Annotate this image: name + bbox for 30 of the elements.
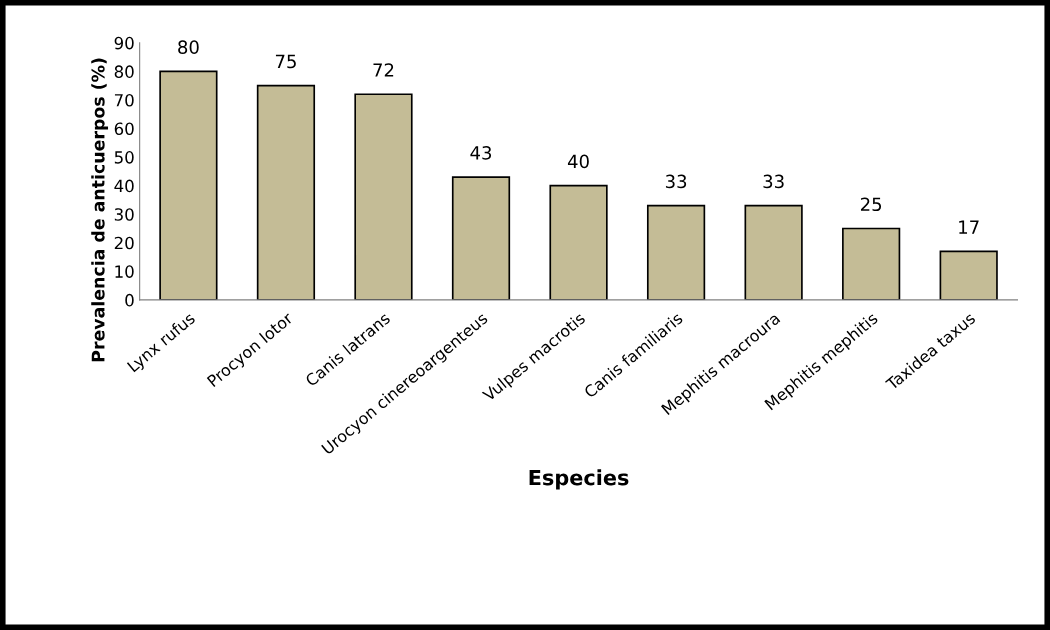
data-label: 33 bbox=[665, 174, 687, 189]
bar bbox=[451, 176, 511, 300]
y-tick-label: 50 bbox=[114, 151, 134, 164]
bar bbox=[744, 204, 803, 300]
data-label: 17 bbox=[959, 220, 979, 234]
data-label: 40 bbox=[567, 154, 589, 169]
data-label: 72 bbox=[373, 63, 394, 77]
y-tick-label: 60 bbox=[114, 122, 134, 136]
y-tick-label: 20 bbox=[114, 236, 134, 250]
y-tick-label: 90 bbox=[114, 36, 134, 50]
bar bbox=[159, 70, 218, 300]
x-axis-title: Especies bbox=[529, 469, 629, 490]
bar bbox=[646, 204, 706, 300]
data-label: 75 bbox=[275, 54, 296, 69]
bar bbox=[354, 93, 413, 300]
data-label: 25 bbox=[860, 197, 882, 212]
data-label: 80 bbox=[178, 40, 199, 55]
data-label: 33 bbox=[763, 174, 784, 189]
data-label: 43 bbox=[470, 146, 492, 160]
y-tick-label: 40 bbox=[114, 179, 134, 193]
y-tick-label: 10 bbox=[115, 265, 134, 278]
y-tick-label: 0 bbox=[125, 293, 134, 307]
y-tick-label: 80 bbox=[114, 65, 134, 78]
bar bbox=[549, 184, 608, 300]
bar bbox=[842, 227, 901, 300]
bar bbox=[256, 84, 316, 300]
y-tick-label: 70 bbox=[114, 93, 134, 107]
bar bbox=[939, 250, 998, 300]
y-tick-label: 30 bbox=[114, 208, 134, 221]
y-axis-title: Prevalencia de anticuerpos (%) bbox=[91, 58, 109, 362]
